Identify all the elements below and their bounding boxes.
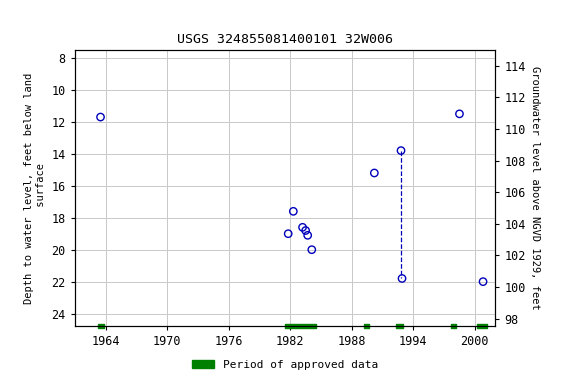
Point	[396, 147, 406, 154]
Point	[455, 111, 464, 117]
Y-axis label: Groundwater level above NGVD 1929, feet: Groundwater level above NGVD 1929, feet	[530, 66, 540, 310]
Y-axis label: Depth to water level, feet below land
 surface: Depth to water level, feet below land su…	[24, 73, 46, 304]
Point	[283, 231, 293, 237]
Point	[397, 275, 407, 281]
Legend: Period of approved data: Period of approved data	[188, 355, 382, 374]
Title: USGS 324855081400101 32W006: USGS 324855081400101 32W006	[177, 33, 393, 46]
Point	[479, 278, 488, 285]
Point	[307, 247, 316, 253]
Point	[301, 227, 310, 233]
Point	[303, 232, 312, 238]
Point	[289, 208, 298, 214]
Point	[96, 114, 105, 120]
Point	[370, 170, 379, 176]
Point	[298, 224, 307, 230]
